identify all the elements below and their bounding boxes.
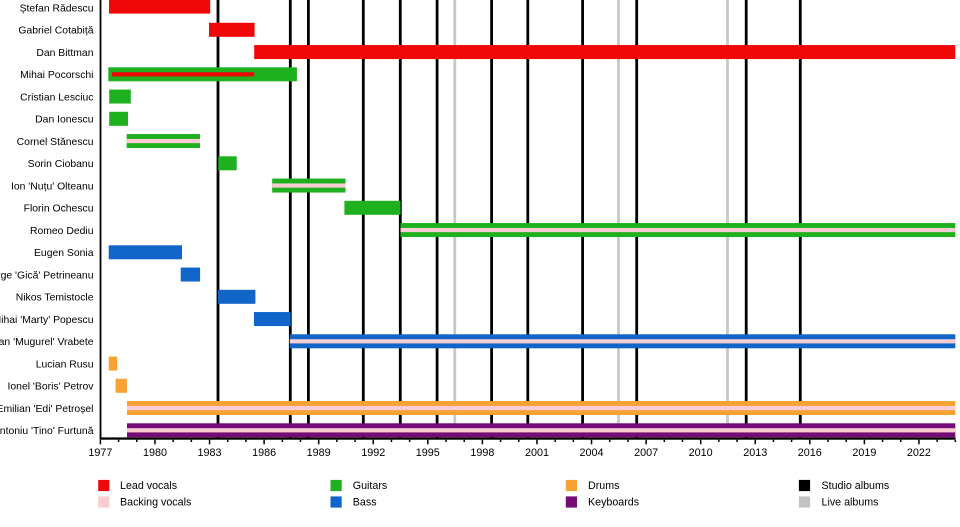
svg-text:Lead vocals: Lead vocals	[120, 480, 177, 492]
svg-text:Cristian Lesciuc: Cristian Lesciuc	[20, 92, 93, 103]
svg-text:Romeo Dediu: Romeo Dediu	[30, 226, 94, 237]
svg-text:1992: 1992	[361, 447, 385, 459]
svg-text:2022: 2022	[907, 447, 931, 459]
svg-text:Backing vocals: Backing vocals	[120, 496, 191, 508]
svg-text:Ionel 'Boris' Petrov: Ionel 'Boris' Petrov	[8, 382, 95, 393]
svg-text:Cornel Stănescu: Cornel Stănescu	[17, 137, 94, 148]
svg-text:Dan Ionescu: Dan Ionescu	[35, 115, 94, 126]
svg-text:Mihai 'Marty' Popescu: Mihai 'Marty' Popescu	[0, 315, 94, 326]
svg-text:Studio albums: Studio albums	[822, 480, 890, 492]
svg-text:2007: 2007	[634, 447, 658, 459]
svg-text:Guitars: Guitars	[353, 480, 387, 492]
svg-text:Florin Ochescu: Florin Ochescu	[24, 204, 94, 215]
svg-text:Ion 'Nuțu' Olteanu: Ion 'Nuțu' Olteanu	[11, 181, 94, 192]
svg-text:Ștefan Rădescu: Ștefan Rădescu	[20, 4, 94, 15]
svg-text:2001: 2001	[525, 447, 549, 459]
svg-text:1989: 1989	[307, 447, 331, 459]
svg-text:1983: 1983	[198, 447, 222, 459]
svg-text:1998: 1998	[470, 447, 494, 459]
svg-text:Mihai Pocorschi: Mihai Pocorschi	[20, 70, 93, 81]
svg-text:1986: 1986	[252, 447, 276, 459]
svg-text:1995: 1995	[416, 447, 440, 459]
svg-text:Live albums: Live albums	[822, 496, 879, 508]
svg-text:1980: 1980	[143, 447, 167, 459]
svg-text:Eugen Sonia: Eugen Sonia	[34, 248, 94, 259]
svg-text:Nikos Temistocle: Nikos Temistocle	[16, 293, 94, 304]
svg-text:2016: 2016	[798, 447, 822, 459]
svg-text:Ioan 'Mugurel' Vrabete: Ioan 'Mugurel' Vrabete	[0, 337, 94, 348]
svg-text:Bass: Bass	[353, 496, 377, 508]
svg-text:2004: 2004	[580, 447, 604, 459]
svg-text:Keyboards: Keyboards	[588, 496, 639, 508]
svg-text:2010: 2010	[689, 447, 713, 459]
svg-text:Antoniu 'Tino' Furtună: Antoniu 'Tino' Furtună	[0, 426, 94, 437]
svg-text:2013: 2013	[743, 447, 767, 459]
svg-text:Lucian Rusu: Lucian Rusu	[36, 359, 94, 370]
svg-text:Dan Bittman: Dan Bittman	[36, 48, 93, 59]
svg-text:Drums: Drums	[588, 480, 619, 492]
svg-text:Sorin Ciobanu: Sorin Ciobanu	[28, 159, 94, 170]
svg-text:Gabriel Cotabiță: Gabriel Cotabiță	[18, 26, 93, 37]
svg-text:2019: 2019	[852, 447, 876, 459]
svg-text:1977: 1977	[88, 447, 112, 459]
svg-text:George 'Gică' Petrineanu: George 'Gică' Petrineanu	[0, 270, 94, 281]
svg-text:Emilian 'Edi' Petroșel: Emilian 'Edi' Petroșel	[0, 404, 94, 415]
